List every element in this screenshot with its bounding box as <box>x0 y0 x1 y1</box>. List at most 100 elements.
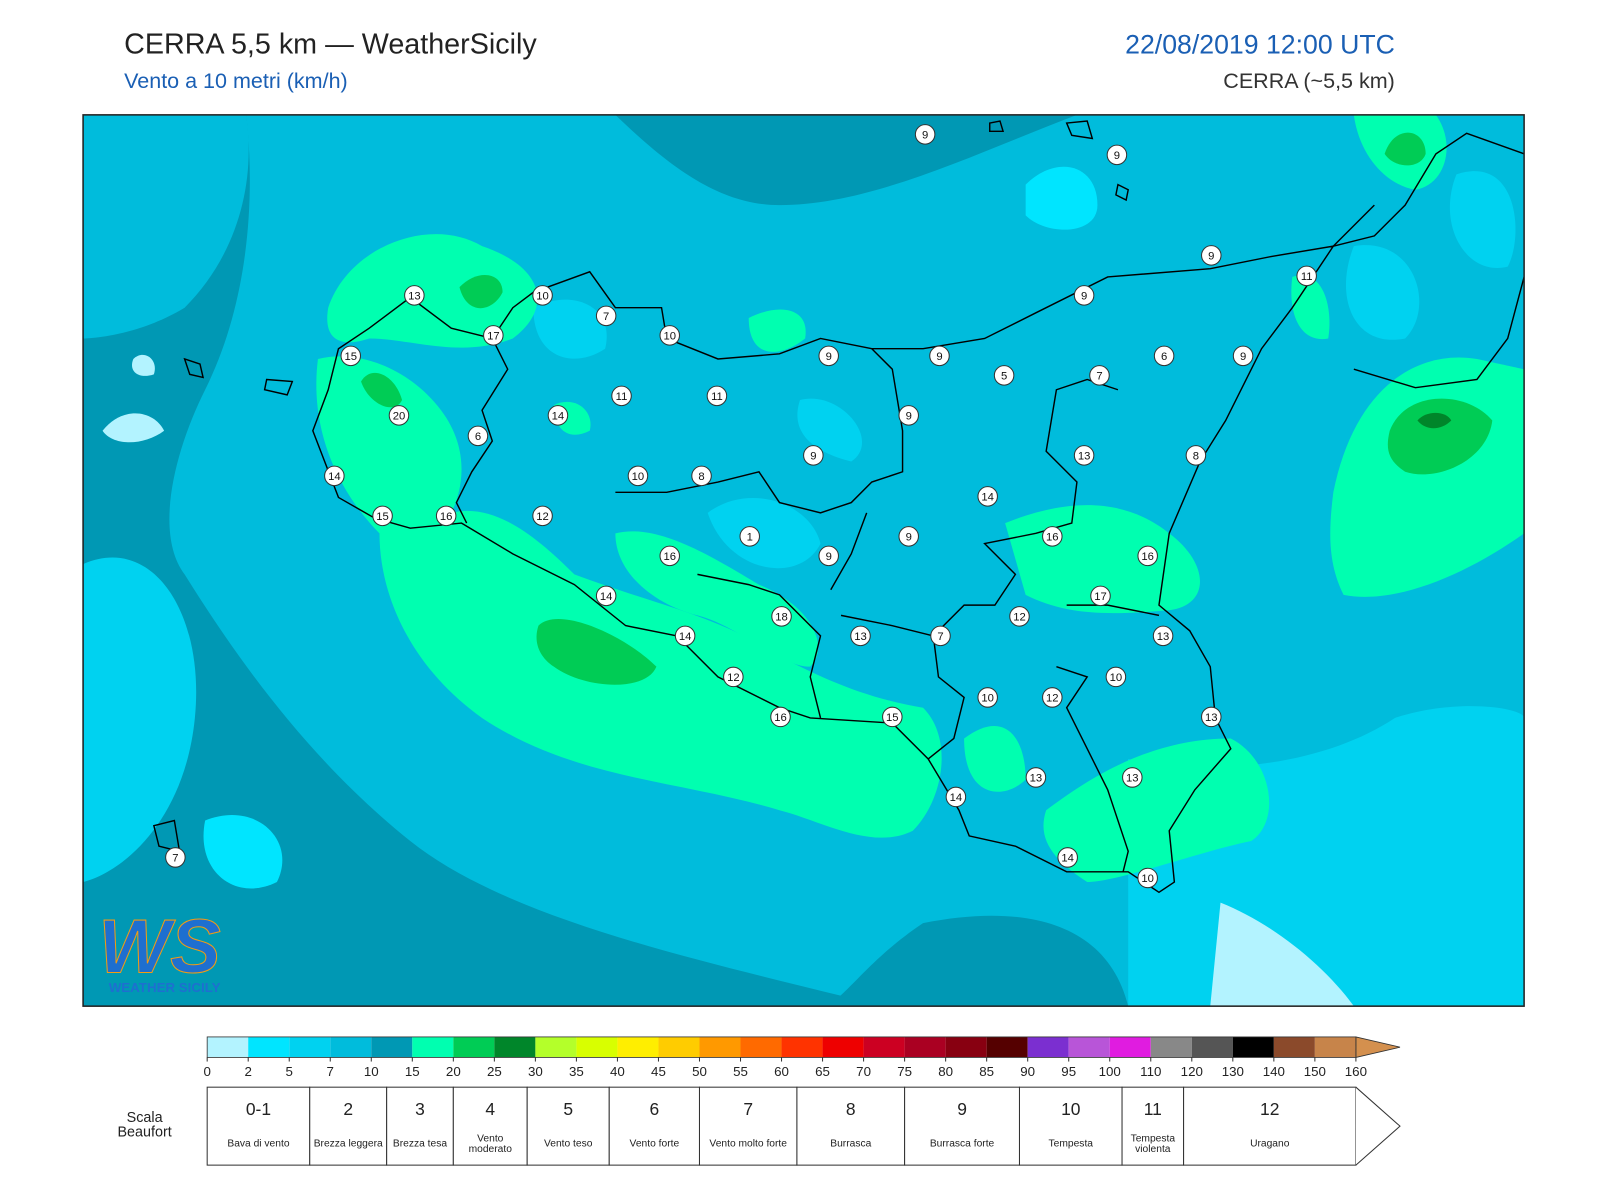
colorbar-tick-label: 65 <box>815 1064 830 1079</box>
station-marker <box>818 545 839 567</box>
beaufort-force: 4 <box>485 1099 495 1119</box>
station-value: 9 <box>810 450 816 462</box>
colorbar-segment <box>576 1036 618 1058</box>
colorbar-segment <box>207 1036 249 1058</box>
station-value: 18 <box>775 612 788 624</box>
colorbar-segment <box>289 1036 331 1058</box>
colorbar-tick-label: 60 <box>774 1064 789 1079</box>
station-value: 9 <box>826 351 832 363</box>
beaufort-scale: Scala Beaufort 0-1 Bava di vento 2 Brezza l… <box>117 1086 1401 1166</box>
station-marker <box>340 345 362 367</box>
station-value: 10 <box>981 693 994 705</box>
colorbar-segment <box>412 1036 454 1058</box>
colorbar-tick-label: 0 <box>203 1064 210 1079</box>
station-marker <box>1201 245 1222 266</box>
wind-field <box>1449 171 1516 268</box>
station-marker <box>898 526 919 547</box>
station-marker <box>1106 144 1128 166</box>
wind-field <box>327 234 538 348</box>
logo-text: Weather Sicily <box>109 980 221 995</box>
station-marker <box>532 505 553 527</box>
beaufort-box <box>526 1086 610 1166</box>
beaufort-force: 0-1 <box>246 1099 271 1119</box>
beaufort-box <box>309 1086 388 1166</box>
colorbar-tick-label: 20 <box>446 1064 461 1079</box>
logo-mark: WS <box>98 904 220 989</box>
station-value: 13 <box>1126 773 1139 785</box>
beaufort-name: Bava di vento <box>227 1138 290 1150</box>
station-marker <box>898 405 919 426</box>
colorbar-tick-label: 95 <box>1061 1064 1076 1079</box>
station-value: 15 <box>376 511 389 523</box>
beaufort-name: Vento teso <box>543 1138 593 1150</box>
colorbar-tick-label: 120 <box>1181 1064 1203 1079</box>
beaufort-name: Tempesta violenta <box>1130 1133 1176 1155</box>
station-value: 7 <box>603 311 609 323</box>
wind-field <box>256 114 1525 442</box>
beaufort-name: Brezza leggera <box>313 1138 383 1150</box>
station-value: 13 <box>1157 631 1170 643</box>
station-marker <box>532 285 553 306</box>
wind-field <box>748 309 806 352</box>
station-value: 9 <box>1081 290 1087 302</box>
wind-field <box>1043 738 1270 883</box>
station-marker <box>1009 606 1030 627</box>
station-value: 14 <box>981 492 994 504</box>
colorbar-segment <box>1191 1036 1233 1058</box>
colorbar-segment <box>535 1036 577 1058</box>
colorbar-tick-label: 40 <box>610 1064 625 1079</box>
beaufort-box <box>386 1086 454 1166</box>
station-marker <box>435 505 457 527</box>
wind-field <box>203 815 283 889</box>
wind-field <box>131 354 155 376</box>
beaufort-box <box>452 1086 528 1166</box>
beaufort-force: 5 <box>563 1099 573 1119</box>
map-frame <box>82 114 1525 1007</box>
station-value: 14 <box>600 591 613 603</box>
station-value: 9 <box>1114 150 1120 162</box>
colorbar-segment <box>699 1036 741 1058</box>
station-value: 9 <box>826 551 832 563</box>
colorbar-segment <box>740 1036 782 1058</box>
station-marker <box>595 305 617 327</box>
coastline <box>1332 132 1525 389</box>
beaufort-box <box>698 1086 798 1166</box>
beaufort-name: Brezza tesa <box>392 1138 448 1150</box>
beaufort-name-box: Vento teso <box>543 1138 593 1150</box>
station-marker <box>1057 847 1078 868</box>
wind-field <box>707 498 821 569</box>
station-marker <box>1232 345 1254 367</box>
beaufort-name-box: Tempesta violenta <box>1130 1133 1176 1155</box>
colorbar-tick-label: 80 <box>938 1064 953 1079</box>
colorbar-segment <box>1314 1036 1356 1058</box>
colorbar-segment <box>822 1036 864 1058</box>
station-marker <box>706 385 728 407</box>
beaufort-name: Vento forte <box>629 1138 680 1150</box>
station-marker <box>993 365 1015 386</box>
station-marker <box>977 486 998 507</box>
colorbar-tick-label: 10 <box>364 1064 379 1079</box>
colorbar-tick-label: 35 <box>569 1064 584 1079</box>
station-marker <box>803 445 824 466</box>
colorbar-tick-label: 5 <box>286 1064 293 1079</box>
date: 22/08/2019 12:00 UTC <box>1125 29 1395 59</box>
station-marker <box>850 625 871 647</box>
wind-field <box>1291 275 1330 340</box>
station-value: 14 <box>950 792 963 804</box>
wind-field <box>361 372 403 408</box>
wind-field <box>964 725 1026 792</box>
station-value: 10 <box>536 290 549 302</box>
station-value: 9 <box>906 532 912 544</box>
station-marker <box>1090 585 1111 607</box>
station-marker <box>467 425 489 447</box>
station-value: 1 <box>747 532 753 544</box>
colorbar-segment <box>330 1036 372 1058</box>
colorbar-tick-label: 70 <box>856 1064 871 1079</box>
colorbar-segment <box>945 1036 987 1058</box>
beaufort-box <box>608 1086 700 1166</box>
station-marker <box>1025 767 1047 788</box>
colorbar-tick-label: 140 <box>1263 1064 1285 1079</box>
colorbar-segment <box>453 1036 495 1058</box>
